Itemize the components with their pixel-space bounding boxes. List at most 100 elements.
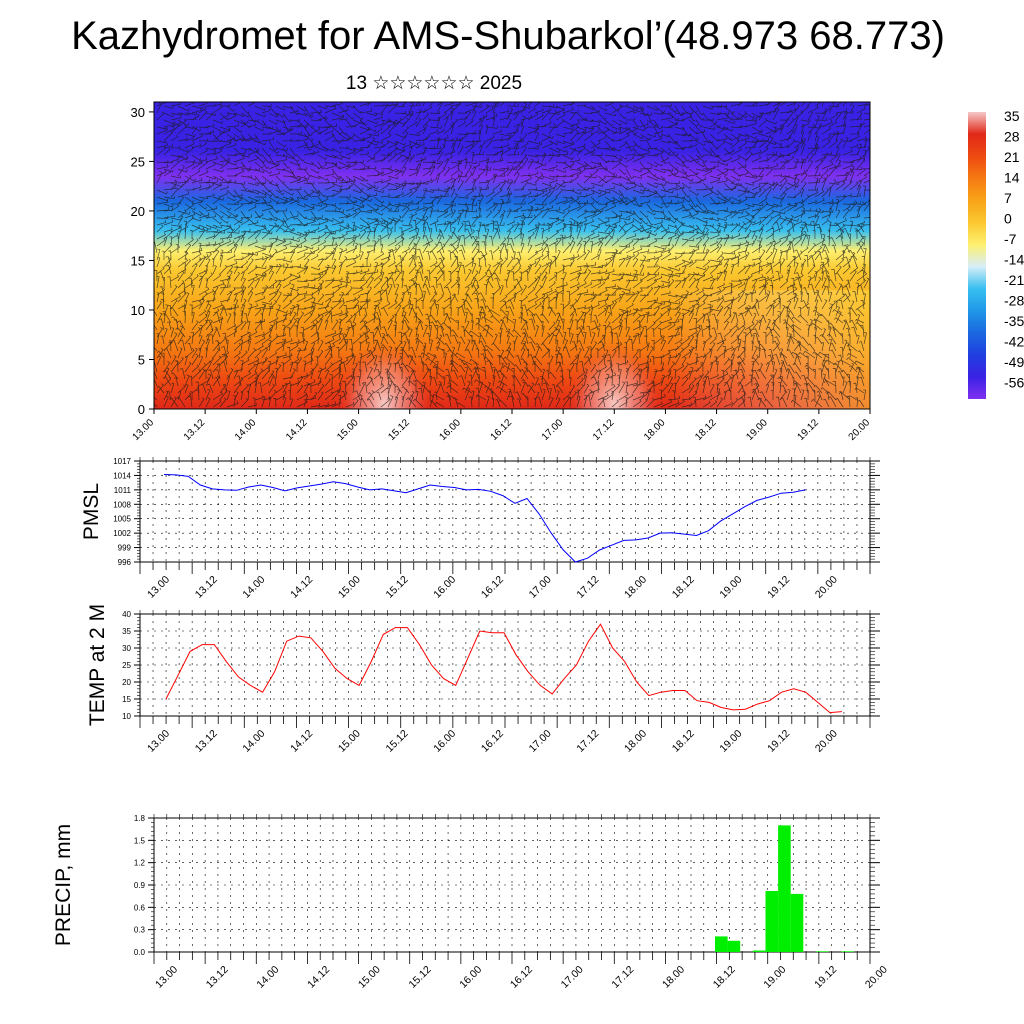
- wind-barb: [212, 316, 224, 324]
- wind-barb: [408, 328, 413, 338]
- wind-barb: [428, 314, 438, 324]
- wind-barb: [254, 147, 263, 157]
- wind-barb: [653, 285, 661, 296]
- wind-barb: [639, 112, 653, 116]
- wind-barb: [590, 140, 601, 149]
- wind-barb: [233, 193, 243, 198]
- wind-barb: [422, 203, 434, 212]
- wind-barb: [212, 182, 222, 191]
- wind-barb: [212, 132, 222, 142]
- wind-barb: [219, 112, 228, 120]
- wind-barb: [261, 168, 272, 174]
- wind-barb: [548, 238, 559, 247]
- wind-barb: [751, 230, 756, 240]
- wind-barb: [282, 265, 293, 269]
- wind-barb: [639, 314, 646, 324]
- wind-barb: [415, 126, 426, 135]
- wind-barb: [401, 311, 407, 324]
- colorbar-label: -35: [1004, 313, 1024, 329]
- wind-barb: [275, 279, 282, 289]
- wind-barb: [163, 227, 173, 233]
- wind-barb: [261, 205, 274, 212]
- wind-barb: [317, 161, 325, 170]
- wind-barb: [785, 306, 795, 317]
- wind-barb: [583, 209, 597, 214]
- wind-barb: [646, 112, 654, 122]
- wind-barb: [205, 155, 218, 163]
- wind-barb: [576, 202, 587, 212]
- wind-barb: [800, 301, 809, 310]
- wind-barb: [410, 279, 417, 289]
- wind-barb: [779, 287, 789, 296]
- wind-barb: [674, 311, 681, 324]
- wind-barb: [380, 169, 393, 177]
- wind-barb: [366, 102, 372, 107]
- wind-barb: [681, 133, 691, 136]
- wind-barb: [324, 230, 333, 240]
- wind-barb: [499, 284, 504, 296]
- wind-barb: [632, 168, 643, 173]
- wind-barb: [562, 126, 574, 130]
- wind-barb: [450, 193, 458, 205]
- wind-barb: [751, 334, 755, 345]
- x-tick-label: 16.12: [489, 417, 515, 443]
- wind-barb: [863, 332, 867, 345]
- wind-barb: [765, 304, 773, 317]
- wind-barb: [513, 276, 523, 289]
- wind-barb: [597, 281, 606, 289]
- wind-barb: [212, 273, 221, 282]
- wind-barb: [660, 266, 671, 271]
- wind-barb: [457, 202, 467, 206]
- wind-barb: [161, 250, 165, 260]
- wind-barb: [618, 196, 629, 206]
- wind-barb: [464, 188, 474, 198]
- wind-barb: [436, 271, 444, 282]
- wind-barb: [233, 265, 244, 269]
- wind-barb: [604, 174, 616, 184]
- wind-barb: [464, 105, 476, 114]
- wind-barb: [597, 218, 610, 226]
- wind-barb: [800, 263, 804, 275]
- wind-barb: [646, 297, 659, 303]
- wind-barb: [737, 112, 748, 119]
- wind-barb: [460, 244, 466, 254]
- wind-barb: [443, 210, 454, 219]
- wind-barb: [171, 316, 179, 324]
- wind-barb: [170, 182, 184, 188]
- wind-barb: [436, 209, 448, 213]
- wind-barb: [380, 262, 384, 275]
- wind-barb: [205, 233, 216, 240]
- wind-barb: [597, 112, 607, 120]
- wind-barb: [835, 159, 842, 170]
- wind-barb: [775, 270, 781, 282]
- wind-barb: [821, 126, 831, 135]
- wind-barb: [408, 154, 415, 163]
- wind-barb: [681, 336, 690, 345]
- wind-barb: [651, 340, 655, 352]
- colorbar-label: -42: [1004, 334, 1024, 350]
- wind-barb: [478, 265, 482, 275]
- wind-barb: [156, 142, 168, 149]
- wind-barb: [528, 341, 536, 352]
- wind-barb: [365, 293, 368, 303]
- wind-barb: [786, 217, 799, 222]
- wind-barb: [198, 291, 208, 303]
- wind-barb: [212, 224, 223, 229]
- wind-barb: [268, 238, 278, 247]
- wind-barb: [604, 293, 610, 303]
- wind-barb: [170, 145, 181, 149]
- wind-barb: [555, 182, 566, 188]
- wind-barb: [296, 177, 307, 184]
- wind-barb: [527, 171, 539, 177]
- wind-barb: [695, 272, 706, 282]
- wind-barb: [806, 234, 810, 247]
- wind-barb: [240, 336, 252, 345]
- wind-barb: [205, 193, 215, 198]
- wind-barb: [289, 177, 301, 184]
- wind-barb: [205, 252, 212, 261]
- wind-barb: [737, 290, 745, 303]
- wind-barb: [415, 340, 420, 352]
- wind-barb: [212, 161, 224, 167]
- wind-barb: [730, 222, 740, 226]
- wind-barb: [527, 187, 538, 191]
